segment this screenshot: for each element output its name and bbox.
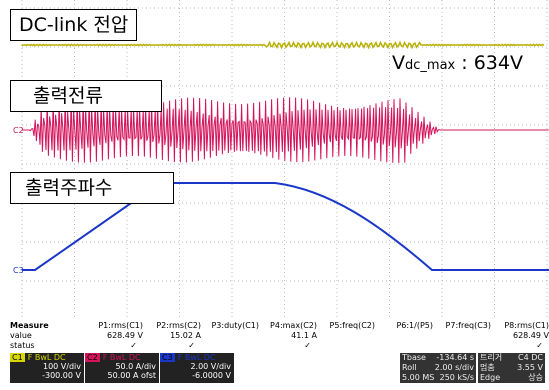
flags: F BwL DC xyxy=(103,353,144,362)
vdc-label: Vdc_max : 634V xyxy=(392,52,523,74)
row-label: value xyxy=(10,331,32,341)
cell: 250 kS/s xyxy=(440,373,474,383)
column-name: P6:1/(P5) xyxy=(375,321,433,331)
row: 멈춤 3.55 V xyxy=(478,363,545,373)
offset: 50.00 A ofst xyxy=(85,371,159,380)
label: 출력전류 xyxy=(10,80,162,112)
offset: -300.00 V xyxy=(10,371,84,380)
cell: Edge xyxy=(480,373,500,383)
label: DC-link 전압 xyxy=(10,9,137,41)
text: dc_max xyxy=(405,58,455,73)
cell: 상승 xyxy=(528,373,543,383)
text: V xyxy=(392,52,405,74)
scale: 2.00 V/div xyxy=(160,362,234,371)
marker: C3 xyxy=(13,266,24,276)
trigger: 트리거 C4 DC 멈춤 3.55 V Edge 상승 xyxy=(478,353,545,383)
flags: F BwL DC xyxy=(178,353,219,362)
column-name: P4:max(C2) xyxy=(259,321,317,331)
column-name: P2:rms(C2) xyxy=(143,321,201,331)
cell: 트리거 xyxy=(480,353,502,363)
column-name: P3:duty(C1) xyxy=(201,321,259,331)
cell: 5.00 MS xyxy=(402,373,434,383)
value: 628.49 V xyxy=(85,331,143,341)
cell: Tbase xyxy=(402,353,426,363)
flags: F BwL DC xyxy=(28,353,69,362)
marker: C2 xyxy=(13,126,24,136)
text: : 634V xyxy=(455,52,523,74)
cell: 3.55 V xyxy=(517,363,543,373)
channel-id: C2 xyxy=(85,353,100,362)
scale: 50.0 A/div xyxy=(85,362,159,371)
channel-id: C3 xyxy=(160,353,175,362)
value: 41.1 A xyxy=(259,331,317,341)
offset: -6.0000 V xyxy=(160,371,234,380)
page: DC-link 전압 Vdc_max : 634V 출력전류 출력주파수 C2 … xyxy=(0,0,549,390)
value: 15.02 A xyxy=(143,331,201,341)
row-label: status xyxy=(10,341,35,351)
channel-id: C1 xyxy=(10,353,25,362)
status: ✓ xyxy=(259,341,311,351)
title: Measure xyxy=(10,321,49,331)
cell: C4 DC xyxy=(518,353,543,363)
cell: -134.64 s xyxy=(436,353,474,363)
row: Roll 2.00 s/div xyxy=(400,363,476,373)
cell: 멈춤 xyxy=(480,363,495,373)
scope-screen xyxy=(0,0,549,318)
row: 트리거 C4 DC xyxy=(478,353,545,363)
status: ✓ xyxy=(85,341,137,351)
row: 5.00 MS 250 kS/s xyxy=(400,373,476,383)
label: 출력주파수 xyxy=(10,172,174,204)
column-name: P7:freq(C3) xyxy=(433,321,491,331)
cell: Roll xyxy=(402,363,417,373)
column-name: P8:rms(C1) xyxy=(491,321,549,331)
scale: 100 V/div xyxy=(10,362,84,371)
status: ✓ xyxy=(143,341,195,351)
cell: 2.00 s/div xyxy=(435,363,474,373)
row: Edge 상승 xyxy=(478,373,545,383)
status: ✓ xyxy=(491,341,543,351)
column-name: P1:rms(C1) xyxy=(85,321,143,331)
column-name: P5:freq(C2) xyxy=(317,321,375,331)
value: 628.49 V xyxy=(491,331,549,341)
row: Tbase -134.64 s xyxy=(400,353,476,363)
